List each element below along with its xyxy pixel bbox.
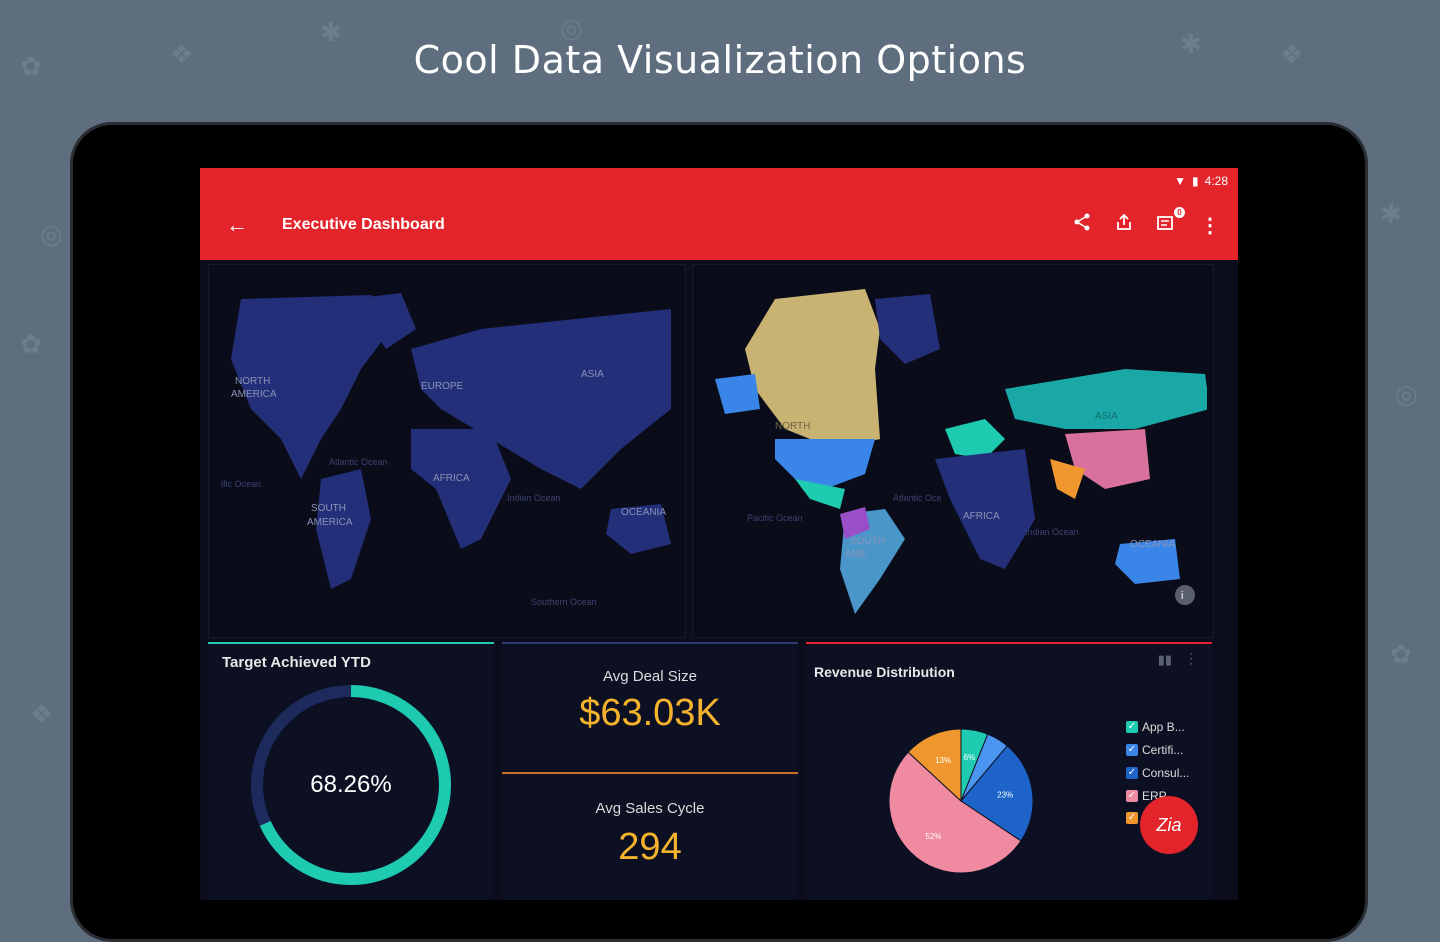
info-icon[interactable] [1175, 585, 1195, 605]
map-label: ASIA [581, 369, 604, 380]
avg-deal-tile[interactable]: Avg Deal Size $63.03K [502, 642, 798, 770]
map-label: OCEANIA [1130, 539, 1175, 550]
pie-data-label: 13% [935, 756, 951, 765]
pie-slice[interactable] [888, 751, 1022, 874]
map-label: NORTH [775, 421, 810, 432]
page-headline: Cool Data Visualization Options [413, 38, 1027, 82]
share-icon[interactable] [1072, 212, 1092, 238]
map-label: AMERICA [231, 389, 277, 400]
checkbox-icon[interactable]: ✓ [1126, 767, 1138, 779]
legend-item[interactable]: ✓ App B... [1126, 720, 1189, 734]
arrow-back-icon[interactable]: ← [226, 212, 248, 237]
map-label: SOUTH [311, 503, 346, 514]
pie-slice[interactable] [960, 745, 1034, 842]
app-screen: ▼ ▮ 4:28 ← Executive Dashboard 0 ⋮ [200, 168, 1238, 900]
map-label: SOUTH [850, 536, 885, 547]
notifications-icon[interactable]: 0 [1156, 207, 1185, 238]
legend-label: Certifi... [1142, 743, 1184, 757]
map-label: AFRICA [433, 473, 470, 484]
svg-text:i: i [1181, 590, 1183, 602]
map-label: AFRICA [963, 511, 1000, 522]
battery-icon: ▮ [1192, 174, 1199, 188]
revenue-legend: ✓ App B... ✓ Certifi... ✓ Consul... ✓ ER… [1126, 720, 1189, 833]
map-label: AME [845, 549, 867, 560]
legend-item[interactable]: ✓ Consul... [1126, 766, 1189, 780]
avg-deal-value: $63.03K [579, 692, 721, 734]
notification-badge: 0 [1174, 207, 1185, 218]
map-label: Indian Ocean [507, 493, 561, 503]
bar-chart-icon[interactable]: ▮▮ [1157, 652, 1172, 667]
avg-cycle-value: 294 [618, 826, 682, 868]
map-label: Pacific Ocean [747, 513, 803, 523]
map-label: ASIA [1095, 411, 1118, 422]
pie-slice[interactable] [907, 728, 962, 803]
revenue-pie-chart: 6% 23% 52% 13% [888, 728, 1034, 874]
pie-data-label: 6% [964, 753, 976, 762]
map-panel-left[interactable]: NORTH AMERICA EUROPE ASIA AFRICA SOUTH A… [208, 264, 686, 638]
zia-assistant-button[interactable]: Zia [1140, 796, 1198, 854]
map-label: Indian Ocean [1025, 527, 1079, 537]
legend-label: Consul... [1142, 766, 1190, 780]
gauge-fill [251, 685, 451, 885]
revenue-title: Revenue Distribution [814, 664, 955, 680]
map-label: AMERICA [307, 517, 353, 528]
target-value: 68.26% [310, 771, 391, 798]
checkbox-icon[interactable]: ✓ [1126, 744, 1138, 756]
map-label: Atlantic Oce [893, 493, 942, 503]
map-label: ific Ocean [221, 479, 261, 489]
pie-data-label: 52% [925, 832, 941, 841]
target-gauge: 68.26% [251, 685, 451, 885]
status-bar: ▼ ▮ 4:28 [1174, 174, 1228, 188]
checkbox-icon[interactable]: ✓ [1126, 790, 1138, 802]
page-title: Executive Dashboard [282, 216, 445, 233]
map-label: Southern Ocean [531, 597, 597, 607]
map-panel-right[interactable]: NORTH ASIA AFRICA SOUTH AME OCEANIA Atla… [692, 264, 1214, 638]
map-label: NORTH [235, 376, 270, 387]
map-label: EUROPE [421, 381, 464, 392]
upload-icon[interactable] [1114, 212, 1134, 238]
revenue-tile[interactable]: Revenue Distribution ▮▮ ⋮ 6% 23% 52% 13% ✓ … [806, 642, 1212, 900]
map-label: OCEANIA [621, 507, 666, 518]
checkbox-icon[interactable]: ✓ [1126, 721, 1138, 733]
avg-cycle-tile[interactable]: Avg Sales Cycle 294 [502, 772, 798, 900]
wifi-icon: ▼ [1174, 174, 1187, 188]
maps-row: NORTH AMERICA EUROPE ASIA AFRICA SOUTH A… [208, 264, 1214, 638]
more-vert-icon[interactable]: ⋮ [1200, 214, 1220, 237]
legend-item[interactable]: ✓ [1126, 812, 1189, 824]
app-bar: ▼ ▮ 4:28 ← Executive Dashboard 0 ⋮ [200, 168, 1238, 260]
pie-data-label: 23% [997, 791, 1013, 800]
more-vert-icon[interactable]: ⋮ [1184, 650, 1198, 666]
checkbox-icon[interactable]: ✓ [1126, 812, 1138, 824]
avg-cycle-label: Avg Sales Cycle [595, 800, 705, 817]
target-tile[interactable]: Target Achieved YTD 68.26% [208, 642, 494, 900]
target-title: Target Achieved YTD [222, 654, 371, 671]
world-map-right: NORTH ASIA AFRICA SOUTH AME OCEANIA Atla… [715, 289, 1207, 614]
legend-item[interactable]: ✓ Certifi... [1126, 743, 1189, 757]
world-map-left: NORTH AMERICA EUROPE ASIA AFRICA SOUTH A… [221, 293, 671, 607]
status-time: 4:28 [1204, 174, 1228, 188]
legend-label: App B... [1142, 720, 1185, 734]
map-label: Atlantic Ocean [329, 457, 388, 467]
toolbar-actions: 0 ⋮ [1072, 207, 1220, 238]
avg-deal-label: Avg Deal Size [603, 668, 697, 685]
